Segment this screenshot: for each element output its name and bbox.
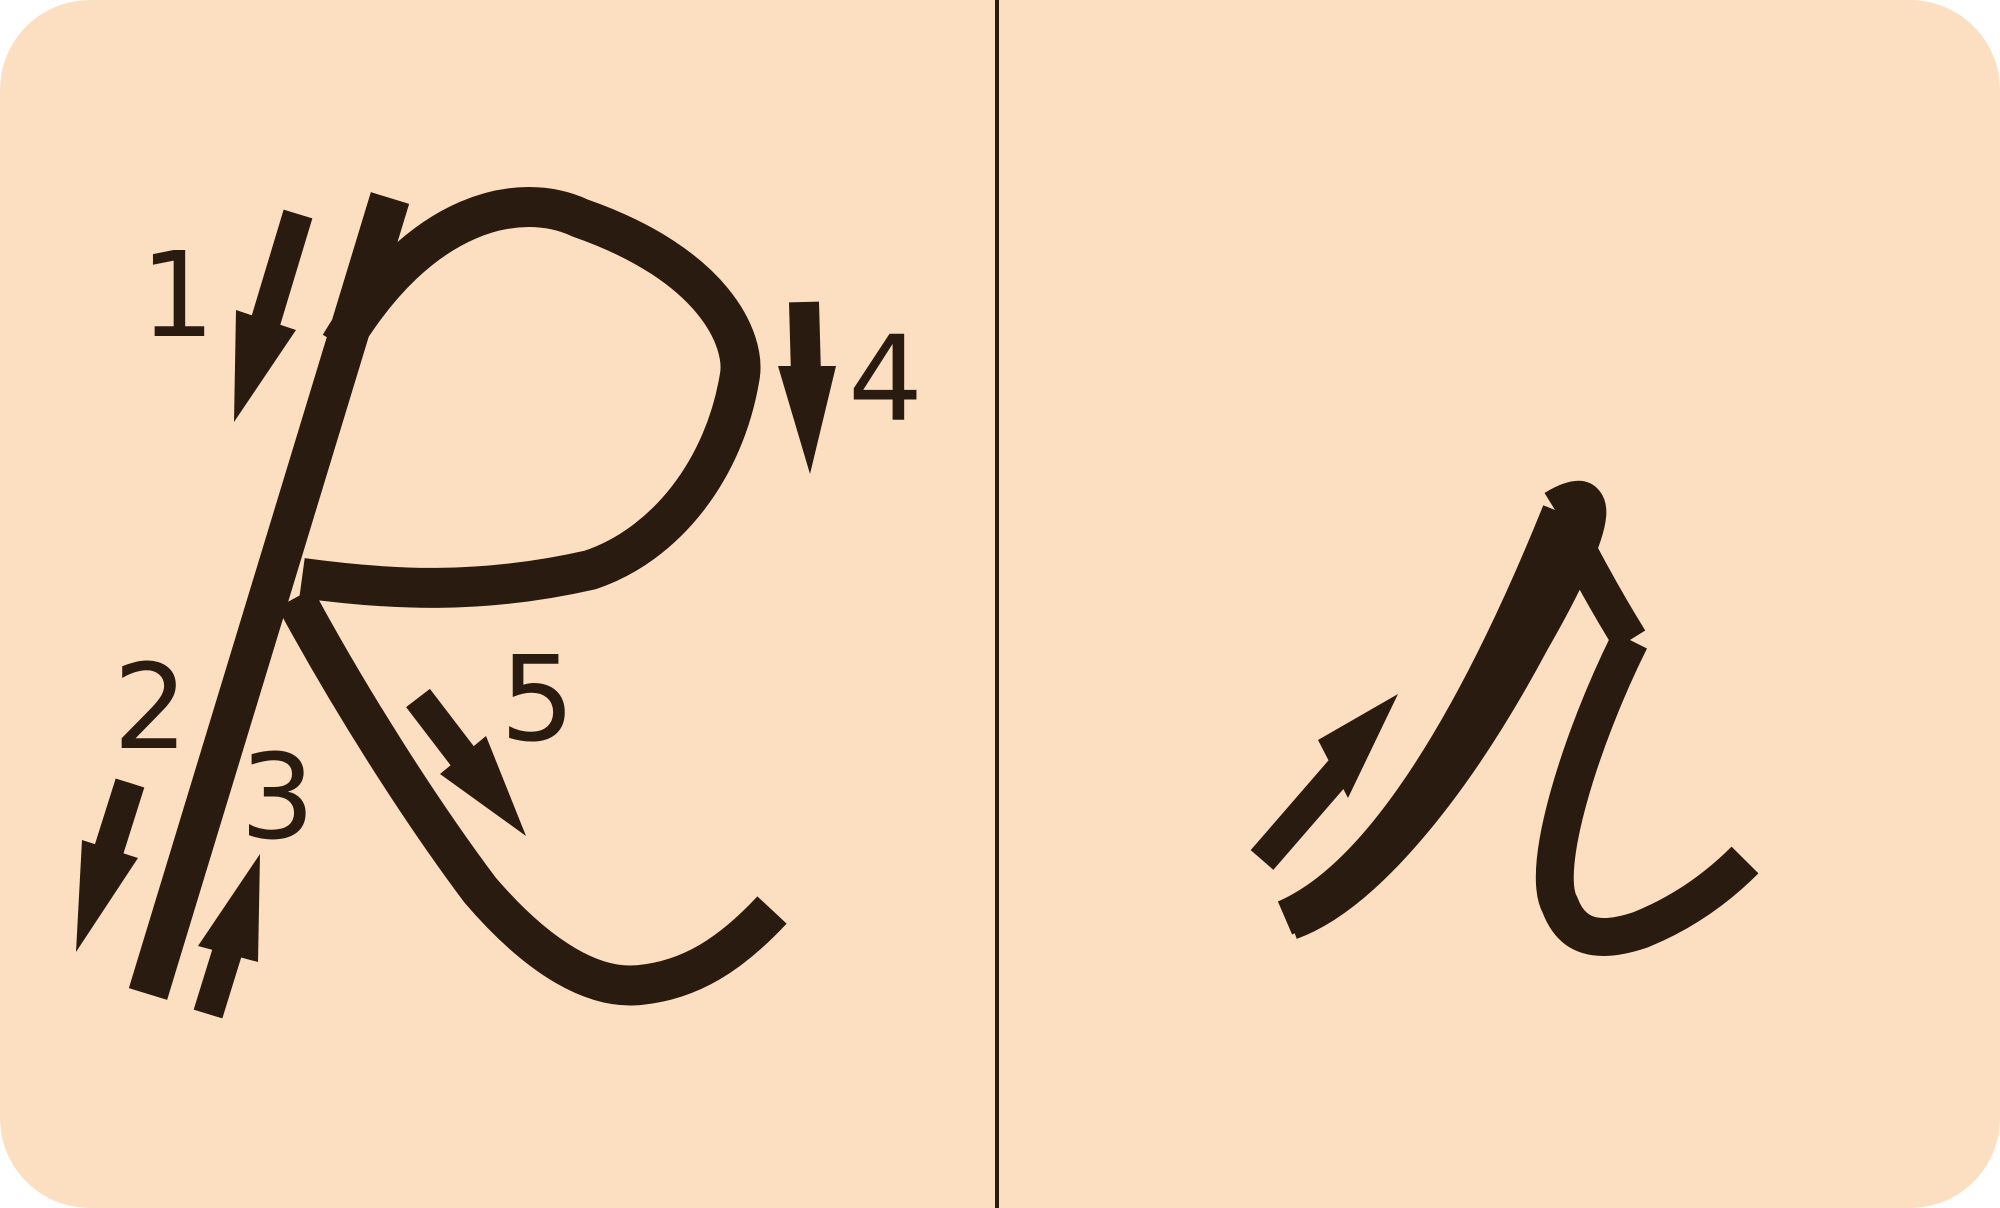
stroke-number-4: 4 xyxy=(848,310,923,448)
arrow-cursive xyxy=(1250,694,1398,870)
stroke-number-1: 1 xyxy=(140,226,215,364)
stroke-number-5: 5 xyxy=(500,630,575,768)
right-panel xyxy=(1250,481,1759,956)
cursive-r-rise xyxy=(1277,505,1577,935)
arrow-2 xyxy=(76,778,145,952)
r-bowl-stroke xyxy=(299,187,761,608)
arrow-1 xyxy=(234,209,313,422)
arrow-4 xyxy=(778,301,836,474)
arrow-5 xyxy=(406,688,526,836)
stroke-number-3: 3 xyxy=(240,728,315,866)
left-panel: 1 2 3 4 5 xyxy=(76,187,923,1019)
cursive-r-descent xyxy=(1535,631,1759,956)
arrow-3 xyxy=(193,854,260,1019)
stroke-number-2: 2 xyxy=(113,638,188,776)
r-leg-stroke xyxy=(277,588,787,1006)
cursive-r-shoulder xyxy=(1543,504,1646,650)
